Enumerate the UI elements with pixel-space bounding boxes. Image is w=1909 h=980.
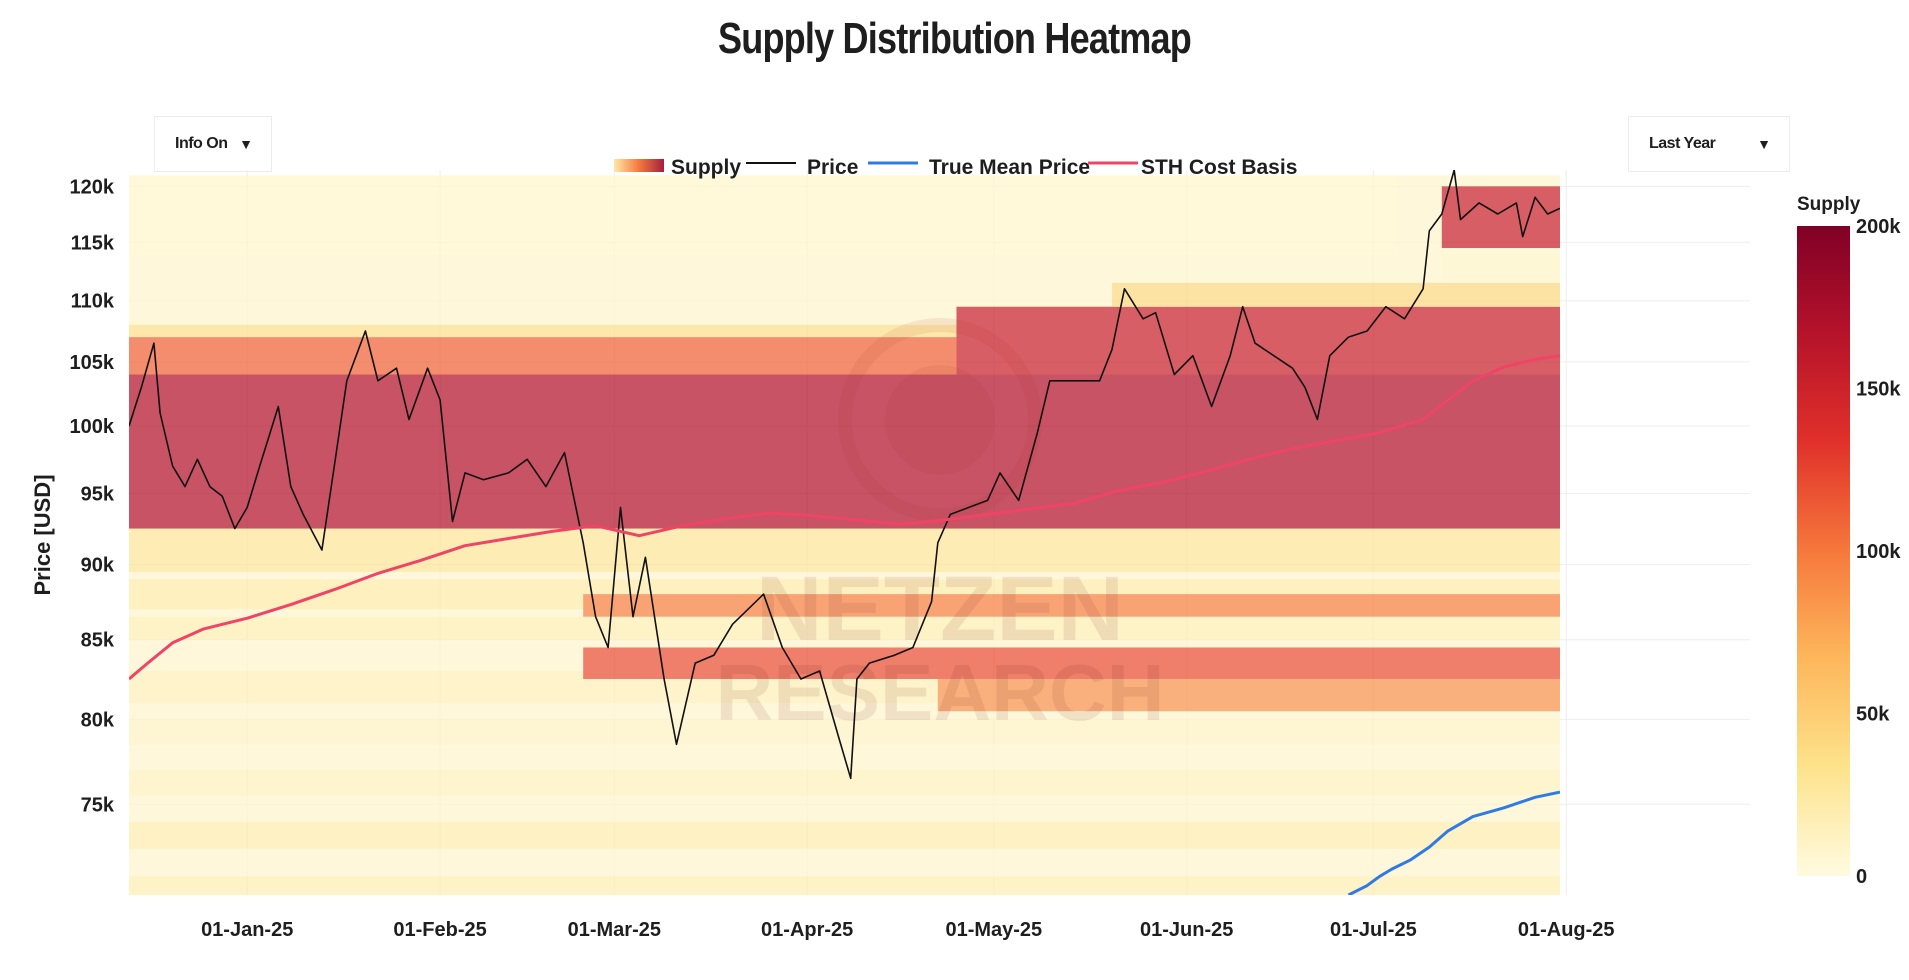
x-tick-label: 01-Jan-25 — [201, 919, 293, 941]
y-tick-label: 115k — [71, 232, 115, 254]
colorbar-tick-label: 100k — [1856, 541, 1901, 563]
caret-down-icon: ▼ — [239, 136, 253, 152]
supply-band — [956, 306, 1560, 375]
caret-down-icon: ▼ — [1757, 136, 1771, 152]
colorbar-tick-label: 200k — [1856, 216, 1901, 238]
supply-band — [129, 324, 957, 338]
info-toggle-dropdown[interactable]: Info On ▼ — [154, 116, 272, 172]
supply-band — [1441, 186, 1560, 249]
y-tick-label: 90k — [81, 555, 115, 577]
x-tick-label: 01-Apr-25 — [761, 919, 853, 941]
supply-band — [129, 719, 1560, 745]
svg-text:NETZEN: NETZEN — [756, 558, 1124, 660]
colorbar-tick-label: 0 — [1856, 866, 1867, 888]
y-tick-label: 85k — [81, 630, 115, 652]
x-tick-label: 01-May-25 — [945, 919, 1042, 941]
supply-band — [583, 594, 1560, 617]
chart-title: Supply Distribution Heatmap — [717, 14, 1192, 63]
x-tick-label: 01-Feb-25 — [393, 919, 486, 941]
supply-heatmap — [129, 175, 1560, 895]
y-tick-label: 100k — [70, 416, 115, 438]
legend-sth-label: STH Cost Basis — [1141, 156, 1297, 179]
legend: Supply Price True Mean Price STH Cost Ba… — [614, 156, 1297, 179]
time-range-label: Last Year — [1649, 135, 1716, 152]
y-tick-label: 80k — [81, 709, 115, 731]
supply-band — [937, 678, 1560, 712]
watermark-logo: NETZEN RESEARCH — [716, 318, 1165, 737]
supply-band — [583, 647, 1560, 679]
x-tick-label: 01-Aug-25 — [1518, 919, 1615, 941]
time-range-dropdown[interactable]: Last Year ▼ — [1628, 116, 1790, 172]
supply-band — [129, 821, 1560, 849]
svg-text:RESEARCH: RESEARCH — [716, 648, 1165, 737]
y-axis-title: Price [USD] — [30, 474, 55, 595]
supply-band — [129, 337, 957, 375]
x-tick-label: 01-Mar-25 — [568, 919, 661, 941]
info-toggle-label: Info On — [175, 135, 228, 152]
colorbar-tick-label: 50k — [1856, 704, 1890, 726]
y-tick-label: 75k — [81, 794, 115, 816]
y-tick-label: 120k — [70, 176, 115, 198]
colorbar: Supply 0 50k 100k 150k 200k — [1797, 194, 1901, 888]
colorbar-gradient — [1797, 226, 1850, 876]
colorbar-tick-label: 150k — [1856, 379, 1901, 401]
x-tick-label: 01-Jul-25 — [1330, 919, 1417, 941]
colorbar-title: Supply — [1797, 194, 1861, 215]
y-tick-label: 110k — [71, 291, 115, 313]
legend-true-mean-label: True Mean Price — [929, 156, 1090, 179]
x-tick-label: 01-Jun-25 — [1140, 919, 1233, 941]
series-line-true-mean-price — [1347, 790, 1560, 895]
series-line-price — [129, 170, 1560, 780]
y-tick-label: 95k — [81, 483, 115, 505]
series-line-sth-cost-basis — [129, 354, 1560, 681]
legend-supply-label: Supply — [671, 156, 741, 179]
y-axis-ticks: 75k 80k 85k 90k 95k 100k 105k 110k 115k 120k — [70, 176, 115, 816]
y-tick-label: 105k — [70, 352, 115, 374]
supply-band — [1441, 253, 1560, 283]
supply-band — [129, 616, 1560, 640]
supply-band — [129, 769, 1560, 796]
supply-band — [129, 876, 1560, 895]
supply-band — [1112, 282, 1560, 307]
x-axis-ticks: 01-Jan-25 01-Feb-25 01-Mar-25 01-Apr-25 01-M… — [201, 919, 1615, 941]
legend-price-label: Price — [807, 156, 858, 179]
supply-band — [129, 528, 1560, 572]
legend-supply-swatch — [614, 159, 664, 172]
